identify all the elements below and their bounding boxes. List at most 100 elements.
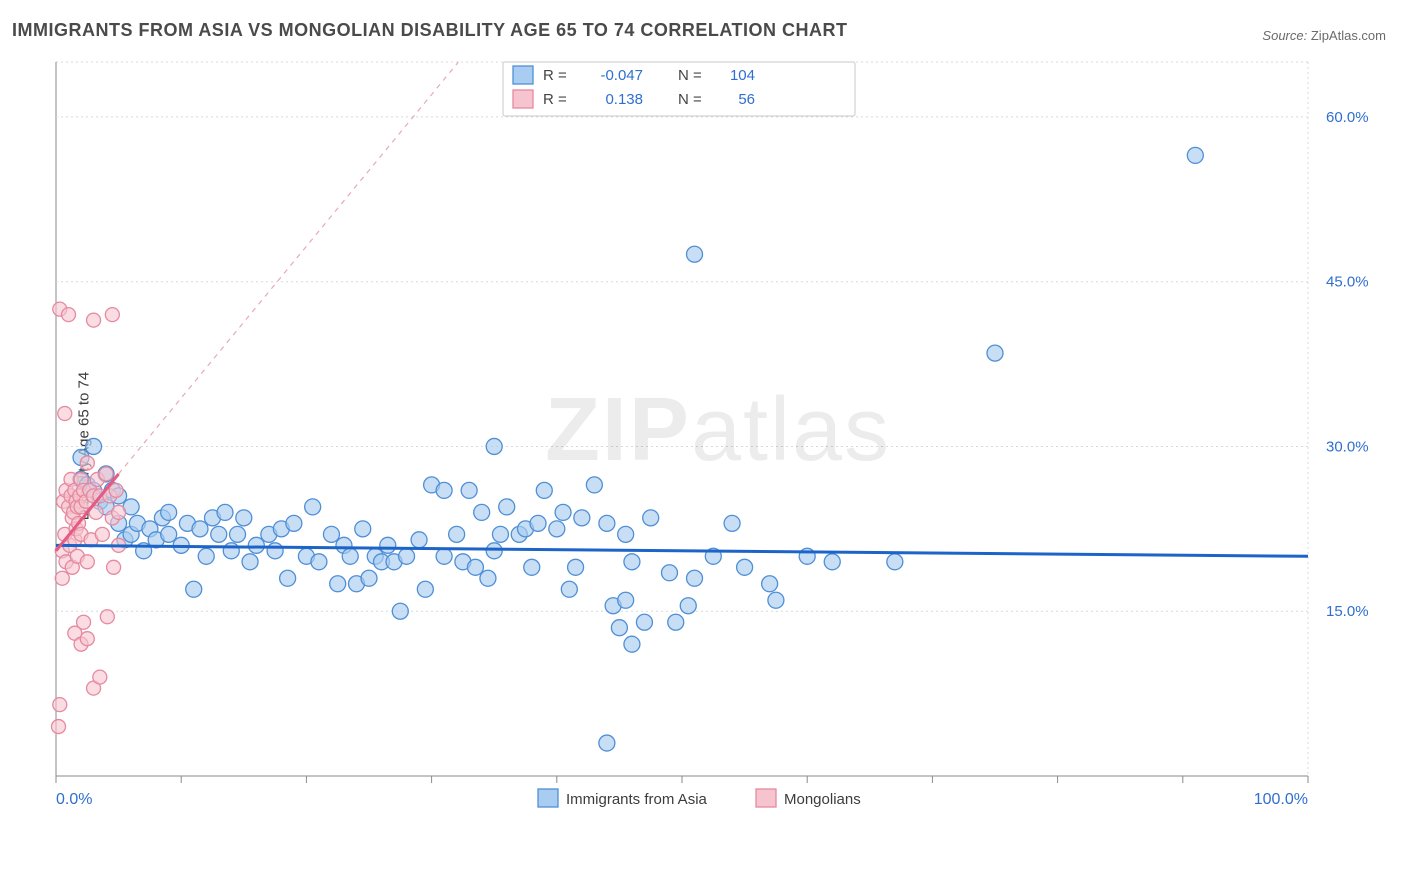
data-point <box>198 548 214 564</box>
data-point <box>223 543 239 559</box>
data-point <box>762 576 778 592</box>
data-point <box>62 308 76 322</box>
data-point <box>737 559 753 575</box>
data-point <box>399 548 415 564</box>
legend-label: Mongolians <box>784 791 861 808</box>
source-name: ZipAtlas.com <box>1311 28 1386 43</box>
data-point <box>58 407 72 421</box>
data-point <box>323 526 339 542</box>
data-point <box>618 526 634 542</box>
data-point <box>887 554 903 570</box>
data-point <box>305 499 321 515</box>
data-point <box>161 504 177 520</box>
data-point <box>436 482 452 498</box>
data-point <box>80 632 94 646</box>
data-point <box>536 482 552 498</box>
data-point <box>618 592 634 608</box>
data-point <box>486 438 502 454</box>
data-point <box>87 313 101 327</box>
data-point <box>687 246 703 262</box>
data-point <box>574 510 590 526</box>
data-point <box>524 559 540 575</box>
stats-n-value: 104 <box>730 67 755 84</box>
data-point <box>461 482 477 498</box>
data-point <box>211 526 227 542</box>
data-point <box>280 570 296 586</box>
data-point <box>311 554 327 570</box>
data-point <box>161 526 177 542</box>
data-point <box>987 345 1003 361</box>
data-point <box>624 636 640 652</box>
data-point <box>267 543 283 559</box>
data-point <box>643 510 659 526</box>
data-point <box>586 477 602 493</box>
x-max-label: 100.0% <box>1254 791 1308 808</box>
stats-n-label: N = <box>678 67 702 84</box>
stats-n-label: N = <box>678 91 702 108</box>
data-point <box>93 670 107 684</box>
data-point <box>380 537 396 553</box>
data-point <box>112 505 126 519</box>
data-point <box>217 504 233 520</box>
chart-title: IMMIGRANTS FROM ASIA VS MONGOLIAN DISABI… <box>12 20 848 41</box>
trend-immigrants-asia <box>56 545 1308 556</box>
data-point <box>486 543 502 559</box>
data-point <box>474 504 490 520</box>
data-point <box>361 570 377 586</box>
data-point <box>86 438 102 454</box>
data-point <box>599 515 615 531</box>
data-point <box>467 559 483 575</box>
stats-r-label: R = <box>543 67 567 84</box>
data-point <box>687 570 703 586</box>
data-point <box>611 620 627 636</box>
data-point <box>724 515 740 531</box>
data-point <box>624 554 640 570</box>
data-point <box>52 720 66 734</box>
stats-n-value: 56 <box>738 91 755 108</box>
y-tick-label: 15.0% <box>1326 603 1369 620</box>
data-point <box>411 532 427 548</box>
data-point <box>107 560 121 574</box>
data-point <box>355 521 371 537</box>
data-point <box>100 610 114 624</box>
scatter-svg: 15.0%30.0%45.0%60.0%0.0%100.0%R =-0.047N… <box>48 56 1388 826</box>
data-point <box>449 526 465 542</box>
trend-mongolians-ext <box>119 62 459 474</box>
data-point <box>95 527 109 541</box>
data-point <box>186 581 202 597</box>
data-point <box>561 581 577 597</box>
stats-swatch <box>513 90 533 108</box>
x-min-label: 0.0% <box>56 791 92 808</box>
stats-r-value: -0.047 <box>600 67 643 84</box>
data-point <box>768 592 784 608</box>
data-point <box>80 555 94 569</box>
data-point <box>192 521 208 537</box>
data-point <box>824 554 840 570</box>
data-point <box>568 559 584 575</box>
source-credit: Source: ZipAtlas.com <box>1262 28 1386 43</box>
data-point <box>668 614 684 630</box>
data-point <box>549 521 565 537</box>
data-point <box>236 510 252 526</box>
data-point <box>680 598 696 614</box>
stats-r-value: 0.138 <box>605 91 643 108</box>
data-point <box>105 308 119 322</box>
data-point <box>599 735 615 751</box>
data-point <box>499 499 515 515</box>
data-point <box>636 614 652 630</box>
data-point <box>80 456 94 470</box>
data-point <box>248 537 264 553</box>
stats-r-label: R = <box>543 91 567 108</box>
data-point <box>99 467 113 481</box>
data-point <box>492 526 508 542</box>
data-point <box>242 554 258 570</box>
data-point <box>342 548 358 564</box>
data-point <box>286 515 302 531</box>
data-point <box>480 570 496 586</box>
data-point <box>530 515 546 531</box>
y-tick-label: 60.0% <box>1326 109 1369 126</box>
legend-label: Immigrants from Asia <box>566 791 708 808</box>
data-point <box>661 565 677 581</box>
stats-swatch <box>513 66 533 84</box>
data-point <box>55 571 69 585</box>
